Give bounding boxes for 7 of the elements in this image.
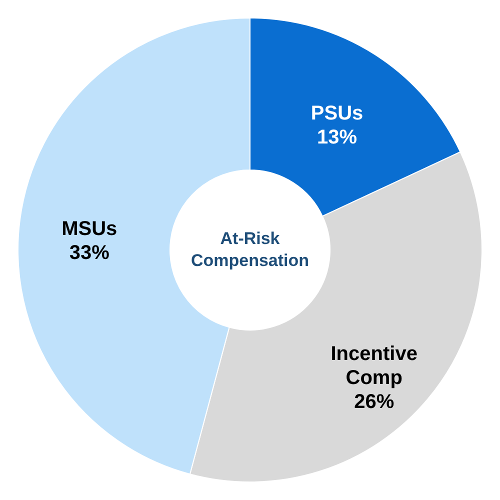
data-label: 33% [69, 242, 110, 264]
data-label: 13% [317, 126, 358, 148]
data-label: 26% [354, 391, 394, 414]
slice-label: MSUs [62, 218, 118, 240]
text: At-Risk Compensation [190, 229, 310, 270]
slice-label: PSUs [310, 102, 364, 124]
slice-label: Incentive Comp [330, 343, 418, 390]
